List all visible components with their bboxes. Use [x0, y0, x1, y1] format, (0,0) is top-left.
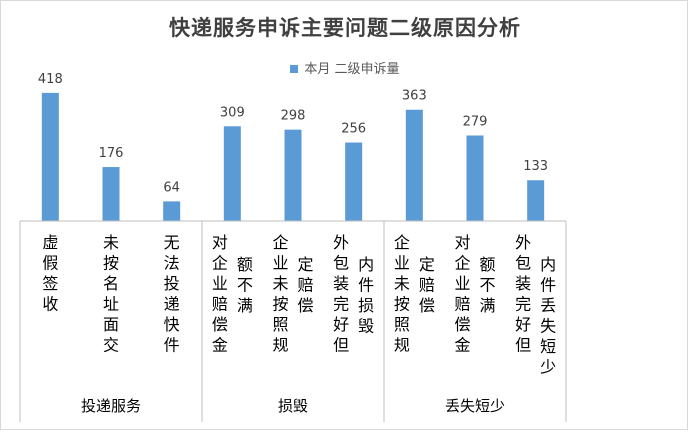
- legend-label: 本月 二级申诉量: [304, 62, 400, 77]
- tick-label: 内件损毁: [358, 255, 374, 336]
- tick-label: 对企业赔偿金: [212, 233, 228, 355]
- data-label: 363: [402, 89, 427, 104]
- data-label: 279: [463, 114, 488, 129]
- bar: [405, 109, 423, 221]
- tick-label: 企业未按照规: [394, 233, 410, 355]
- bar: [466, 135, 484, 221]
- data-label: 176: [99, 146, 124, 161]
- tick-label: 对企业赔偿金: [454, 233, 470, 355]
- chart-title: 快递服务申诉主要问题二级原因分析: [169, 16, 521, 40]
- group-label: 丢失短少: [445, 397, 505, 415]
- tick-label: 定赔偿: [297, 255, 313, 315]
- bar: [527, 180, 545, 221]
- data-label: 133: [523, 159, 548, 174]
- tick-label: 无法投递快件: [164, 233, 180, 355]
- tick-label: 额不满: [479, 255, 495, 315]
- data-label: 256: [341, 122, 366, 137]
- data-label: 64: [163, 180, 180, 195]
- data-label: 298: [281, 109, 306, 124]
- tick-label: 定赔偿: [419, 255, 435, 315]
- data-label: 418: [38, 72, 63, 87]
- bar: [163, 201, 181, 221]
- tick-label: 未按名址面交: [103, 233, 119, 355]
- group-label: 损毁: [278, 397, 308, 415]
- tick-label: 企业未按照规: [272, 233, 288, 355]
- tick-label: 内件丢失短少: [540, 255, 556, 377]
- bar: [284, 129, 302, 221]
- legend-swatch: [290, 64, 299, 73]
- legend: 本月 二级申诉量: [0, 58, 690, 77]
- bar: [223, 126, 241, 221]
- data-label: 309: [220, 105, 245, 120]
- bar: [102, 167, 120, 221]
- bar: [345, 142, 363, 221]
- tick-label: 虚假签收: [42, 233, 58, 314]
- group-label: 投递服务: [81, 397, 141, 415]
- bar: [41, 92, 59, 221]
- tick-label: 外包装完好但: [515, 233, 531, 355]
- tick-label: 额不满: [237, 255, 253, 315]
- tick-label: 外包装完好但: [333, 233, 349, 355]
